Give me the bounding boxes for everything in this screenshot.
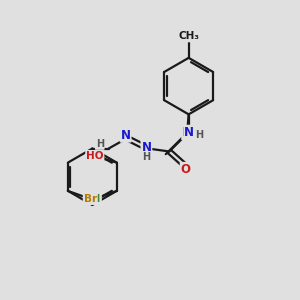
Text: N: N [184, 126, 194, 139]
Text: H: H [96, 139, 104, 149]
Text: H: H [142, 152, 151, 162]
Text: Br: Br [84, 194, 97, 204]
Text: HO: HO [86, 151, 104, 161]
Text: Cl: Cl [90, 194, 101, 204]
Text: CH₃: CH₃ [178, 32, 199, 41]
Text: N: N [182, 126, 192, 139]
Text: N: N [121, 129, 130, 142]
Text: H: H [193, 130, 201, 140]
Text: N: N [141, 140, 152, 154]
Text: O: O [181, 163, 191, 176]
Text: H: H [195, 130, 203, 140]
